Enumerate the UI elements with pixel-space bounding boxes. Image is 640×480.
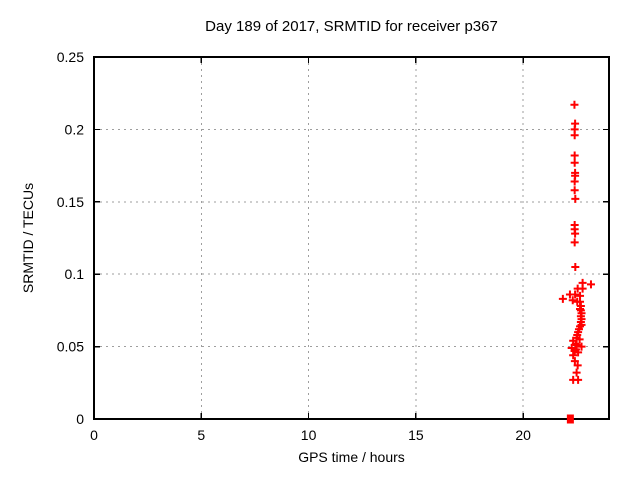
data-point-plus bbox=[577, 320, 586, 329]
data-point-plus bbox=[570, 186, 579, 195]
data-point-plus bbox=[558, 294, 567, 303]
chart-title: Day 189 of 2017, SRMTID for receiver p36… bbox=[205, 18, 498, 35]
series-SRMTID-zero bbox=[566, 414, 574, 424]
data-point-plus bbox=[575, 335, 584, 344]
data-point-plus bbox=[586, 280, 595, 289]
data-point-plus bbox=[574, 375, 583, 384]
data-point-plus bbox=[571, 194, 580, 203]
data-point-plus bbox=[574, 348, 583, 357]
y-tick-label: 0.25 bbox=[57, 49, 84, 65]
data-point-plus bbox=[570, 357, 579, 366]
x-tick-label: 10 bbox=[301, 427, 317, 443]
x-tick-label: 0 bbox=[90, 427, 98, 443]
data-point-plus bbox=[578, 284, 587, 293]
data-point-plus bbox=[577, 342, 586, 351]
plot-border bbox=[93, 56, 610, 420]
y-tick-label: 0.05 bbox=[57, 339, 84, 355]
data-point-plus bbox=[573, 361, 582, 370]
data-point-plus bbox=[568, 296, 577, 305]
series-SRMTID bbox=[558, 100, 595, 384]
data-point-plus bbox=[571, 262, 580, 271]
x-tick-label: 20 bbox=[515, 427, 531, 443]
data-point-square bbox=[566, 414, 574, 424]
data-point-plus bbox=[570, 100, 579, 109]
axis-ticks bbox=[93, 56, 609, 420]
y-tick-labels: 0 0.05 0.1 0.15 0.2 0.25 bbox=[57, 49, 84, 427]
data-point-plus bbox=[570, 131, 579, 140]
data-point-plus bbox=[572, 368, 581, 377]
data-point-plus bbox=[569, 351, 578, 360]
x-axis-label: GPS time / hours bbox=[298, 449, 405, 465]
data-point-plus bbox=[571, 229, 580, 238]
x-tick-label: 5 bbox=[197, 427, 205, 443]
x-tick-labels: 0 5 10 15 20 bbox=[90, 427, 531, 443]
y-tick-label: 0.15 bbox=[57, 194, 84, 210]
data-point-plus bbox=[571, 290, 580, 299]
y-tick-label: 0.2 bbox=[65, 121, 85, 137]
data-point-plus bbox=[570, 151, 579, 160]
y-tick-label: 0.1 bbox=[65, 266, 85, 282]
x-tick-label: 15 bbox=[408, 427, 424, 443]
data-point-plus bbox=[570, 158, 579, 167]
y-tick-label: 0 bbox=[76, 411, 84, 427]
data-point-plus bbox=[570, 177, 579, 186]
data-point-plus bbox=[570, 238, 579, 247]
grid-lines bbox=[94, 57, 609, 419]
